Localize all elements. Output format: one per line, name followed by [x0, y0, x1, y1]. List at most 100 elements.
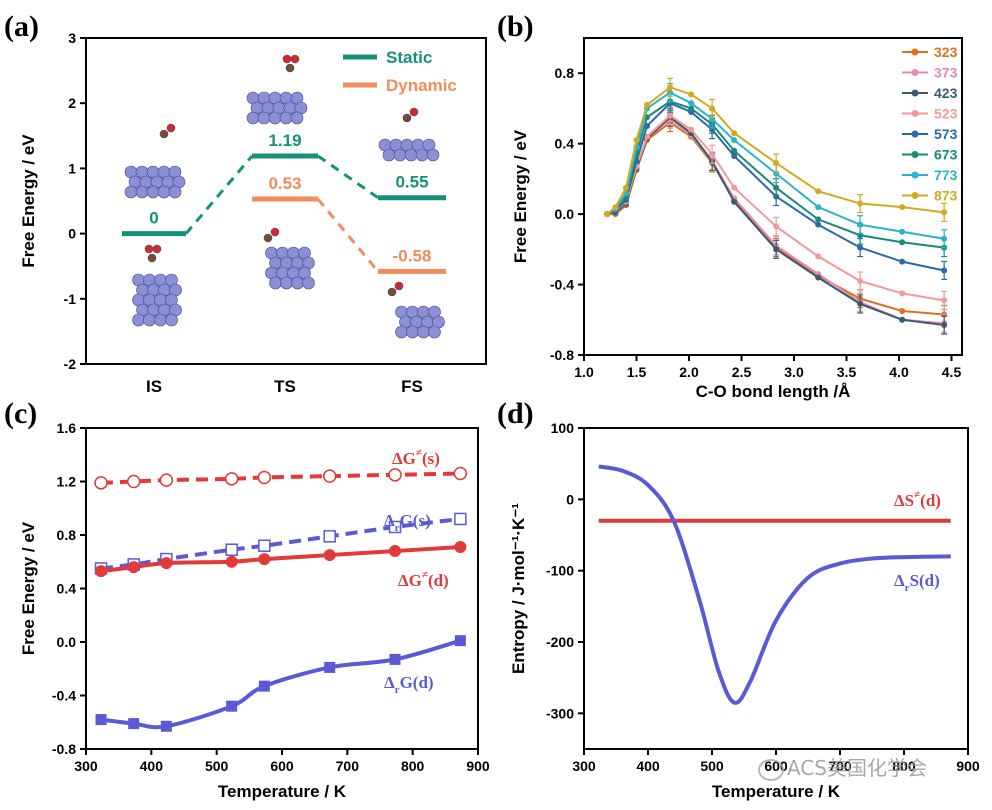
panel-b-xtick-label: 4.0: [889, 364, 909, 380]
panel-d-xtick-label: 500: [700, 758, 724, 774]
panel-b-data-point: [667, 84, 674, 91]
panel-b-data-point: [688, 91, 695, 98]
panel-c-data-point: [226, 700, 238, 712]
panel-b-data-point: [815, 216, 822, 223]
panel-b-data-point: [667, 112, 674, 119]
panel-b-xtick-label: 1.0: [574, 364, 594, 380]
panel-b-legend-label: 373: [934, 65, 958, 81]
panel-b-data-point: [731, 130, 738, 137]
panel-b-legend-label: 673: [934, 147, 958, 163]
panel-c-data-point: [127, 561, 140, 574]
panel-c-xtick-label: 300: [74, 758, 98, 774]
panel-c-series-label: ΔrG(d): [384, 673, 434, 696]
panel-a-state-label: IS: [146, 377, 162, 396]
panel-a-legend-label: Static: [386, 48, 432, 67]
panel-d-xtick-label: 400: [636, 758, 660, 774]
panel-b-data-point: [623, 184, 629, 191]
panel-a-is-dynamic-pt-atom: [154, 313, 167, 327]
panel-b-frame: [583, 37, 963, 356]
panel-c-xtick-label: 800: [401, 758, 425, 774]
panel-b-data-point: [941, 209, 948, 216]
panel-c-data-point: [225, 555, 238, 568]
panel-a-legend-label: Dynamic: [386, 76, 457, 95]
wechat-icon: [758, 758, 784, 781]
panel-b-data-point: [899, 290, 906, 297]
panel-c-series-line: [100, 471, 461, 485]
panel-d-ytick-label: -200: [546, 634, 574, 650]
panel-c-data-point: [257, 470, 272, 485]
panel-b-data-point: [857, 278, 864, 285]
panel-a-fs-dynamic-pt-atom: [406, 325, 419, 339]
panel-a-ts-static-o-atom: [290, 54, 300, 64]
panel-b-data-point: [815, 204, 822, 211]
panel-c-data-point: [94, 476, 108, 490]
panel-a-fs-dynamic-pt-atom: [417, 325, 430, 339]
panel-a-connector-static: [317, 154, 379, 199]
panel-a-connector-dynamic: [316, 198, 380, 273]
panel-c-ytick-label: 0.8: [57, 527, 77, 543]
panel-b-y-axis-label: Free Energy / eV: [511, 129, 530, 263]
panel-a-ts-dynamic-pt-atom: [269, 276, 282, 290]
watermark-text: ACS美国化学会: [787, 756, 927, 780]
panel-a-ts-static-o-atom: [282, 54, 292, 64]
panel-c-data-point: [160, 720, 172, 732]
panel-b-xtick-label: 2.0: [679, 364, 699, 380]
panel-a-is-static-o-atom: [166, 123, 176, 133]
panel-a-fs-static-o-atom: [409, 107, 419, 117]
panel-a-is-dynamic-pt-atom: [143, 313, 156, 327]
panel-a-fs-dynamic-c-atom: [387, 287, 397, 297]
panel-d-series-label: ΔrS(d): [894, 571, 940, 594]
panel-b-data-point: [815, 253, 822, 260]
panel-b-legend-marker: [911, 48, 919, 56]
panel-c-data-point: [126, 474, 141, 489]
panel-a-ts-static-pt-atom: [257, 111, 271, 125]
panel-b-xtick-label: 3.0: [784, 364, 804, 380]
panel-b-xtick-label: 4.5: [942, 364, 962, 380]
panel-b-legend-label: 323: [934, 44, 958, 60]
panel-b-legend-label: 573: [934, 126, 958, 142]
panel-b-legend-marker: [911, 171, 919, 179]
panel-b-data-point: [857, 221, 864, 228]
panel-b-data-point: [815, 274, 822, 281]
panel-a-fs-static-pt-atom: [393, 148, 407, 162]
panel-label: (c): [4, 397, 37, 430]
panel-b-legend-label: 773: [934, 167, 958, 183]
panel-a-ts-dynamic-pt-atom: [291, 276, 304, 290]
panel-label: (b): [497, 10, 534, 43]
panel-a-fs-dynamic-o-atom: [394, 281, 404, 291]
panel-b-data-point: [815, 221, 822, 228]
panel-a-is-dynamic-pt-atom: [132, 313, 145, 327]
panel-b-legend-marker: [911, 69, 919, 76]
panel-c-data-point: [389, 545, 402, 558]
panel-b-legend-label: 523: [934, 106, 958, 122]
panel-a-value-label: 1.19: [268, 131, 301, 150]
panel-c-data-point: [95, 565, 108, 578]
panel-a-ts-dynamic-c-atom: [263, 233, 273, 243]
panel-b-data-point: [688, 105, 695, 112]
panel-a-ytick-label: -2: [64, 356, 77, 372]
panel-b-data-point: [709, 105, 716, 112]
panel-c-data-point: [388, 520, 402, 534]
panel-b-x-axis-label: C-O bond length /Å: [696, 382, 851, 401]
panel-d-x-axis-label: Temperature / K: [712, 782, 841, 801]
panel-b-xtick-label: 1.5: [627, 364, 647, 380]
panel-c-series-label: ΔG≠(s): [392, 447, 440, 468]
panel-a-fs-static-pt-atom: [415, 148, 429, 162]
panel-a-ts-dynamic-pt-atom: [280, 276, 293, 290]
panel-c-xtick-label: 900: [466, 758, 490, 774]
panel-c-data-point: [258, 680, 270, 692]
panel-b-data-point: [899, 204, 906, 211]
panel-b-data-point: [688, 126, 695, 133]
panel-b-data-point: [604, 211, 611, 218]
panel-a-is-static-c-atom: [159, 129, 169, 139]
panel-c-ytick-label: 1.2: [57, 474, 77, 490]
panel-a-is-static-pt-atom: [146, 185, 160, 199]
panel-b-data-point: [941, 235, 948, 242]
panel-label: (a): [4, 10, 39, 43]
panel-c-data-point: [128, 718, 140, 730]
panel-c-ytick-label: -0.8: [52, 741, 76, 757]
panel-b-data-point: [644, 101, 650, 108]
panel-a-is-static-pt-atom: [124, 185, 138, 199]
panel-a-is-dynamic-o-atom: [152, 244, 162, 254]
